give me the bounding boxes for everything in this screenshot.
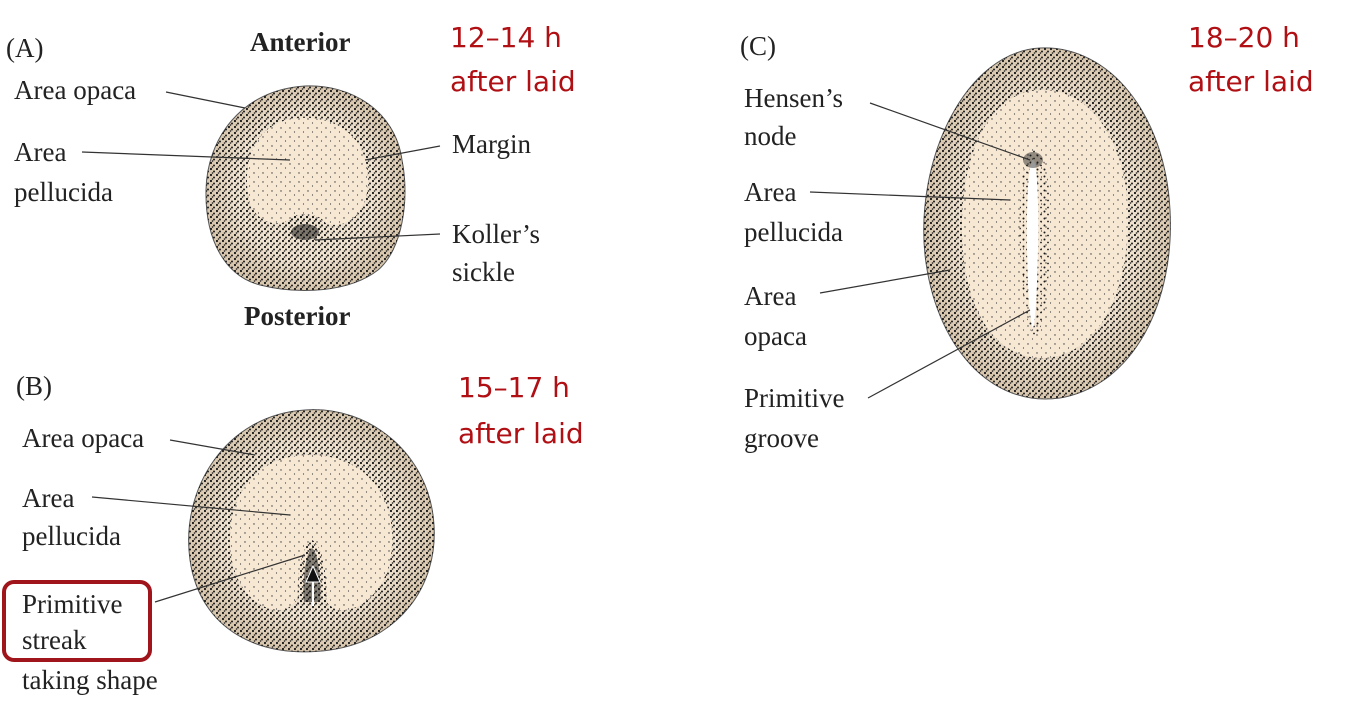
primitive-streak-label-line3: taking shape [22,665,158,695]
hensens-node-label-line2: node [744,121,797,151]
area-opaca-label-b: Area opaca [22,423,145,453]
kollers-sickle-label-line1: Koller’s [452,219,540,249]
time-label-a-line1: 12–14 h [450,21,562,54]
leader-a-area-pellucida [81,151,291,161]
hensens-node-shape [1023,152,1043,168]
primitive-streak-label-line1: Primitive [22,589,123,619]
area-pellucida-label-b-line2: pellucida [22,521,121,551]
leader-b-area-opaca [169,439,256,456]
time-label-a-line2: after laid [450,65,576,98]
area-pellucida-label-a-line2: pellucida [14,177,113,207]
area-pellucida-label-c-line2: pellucida [744,217,843,247]
leader-c-area-opaca [819,269,951,294]
leader-a-area-opaca [165,91,246,109]
primitive-groove-shape [1026,160,1039,328]
streak-arrow-icon [305,564,321,583]
leader-b-area-pellucida [91,496,291,516]
area-pellucida-label-b-line1: Area [22,483,75,513]
margin-label: Margin [452,129,531,159]
primitive-groove-label-line2: groove [744,423,819,453]
time-label-c-line2: after laid [1188,65,1314,98]
primitive-streak-highlight-box [2,580,152,662]
area-pellucida-label-a-line1: Area [14,137,67,167]
primitive-streak-label-line2: streak [22,625,87,655]
time-label-b-line2: after laid [458,417,584,450]
embryo-a [205,85,406,291]
leader-a-margin [364,145,441,161]
anterior-label: Anterior [250,27,351,57]
primitive-groove-label-line1: Primitive [744,383,845,413]
embryo-c [923,47,1171,400]
posterior-label: Posterior [244,301,351,331]
leader-lines [81,91,1031,603]
embryo-b [188,409,435,653]
leader-c-area-pellucida [809,191,1011,201]
panel-b-letter: (B) [16,371,52,401]
time-label-c-line1: 18–20 h [1188,21,1300,54]
leader-c-groove [867,309,1031,399]
panel-c-letter: (C) [740,31,776,61]
time-label-b-line1: 15–17 h [458,371,570,404]
panel-a-letter: (A) [6,33,44,63]
leader-a-koller [314,233,441,241]
area-opaca-label-c-line2: opaca [744,321,807,351]
leader-b-streak [154,554,306,603]
kollers-sickle-label-line2: sickle [452,257,515,287]
area-opaca-label-a: Area opaca [14,75,137,105]
area-opaca-label-c-line1: Area [744,281,797,311]
leader-c-hensen [869,102,1031,161]
area-pellucida-label-c-line1: Area [744,177,797,207]
hensens-node-label-line1: Hensen’s [744,83,843,113]
